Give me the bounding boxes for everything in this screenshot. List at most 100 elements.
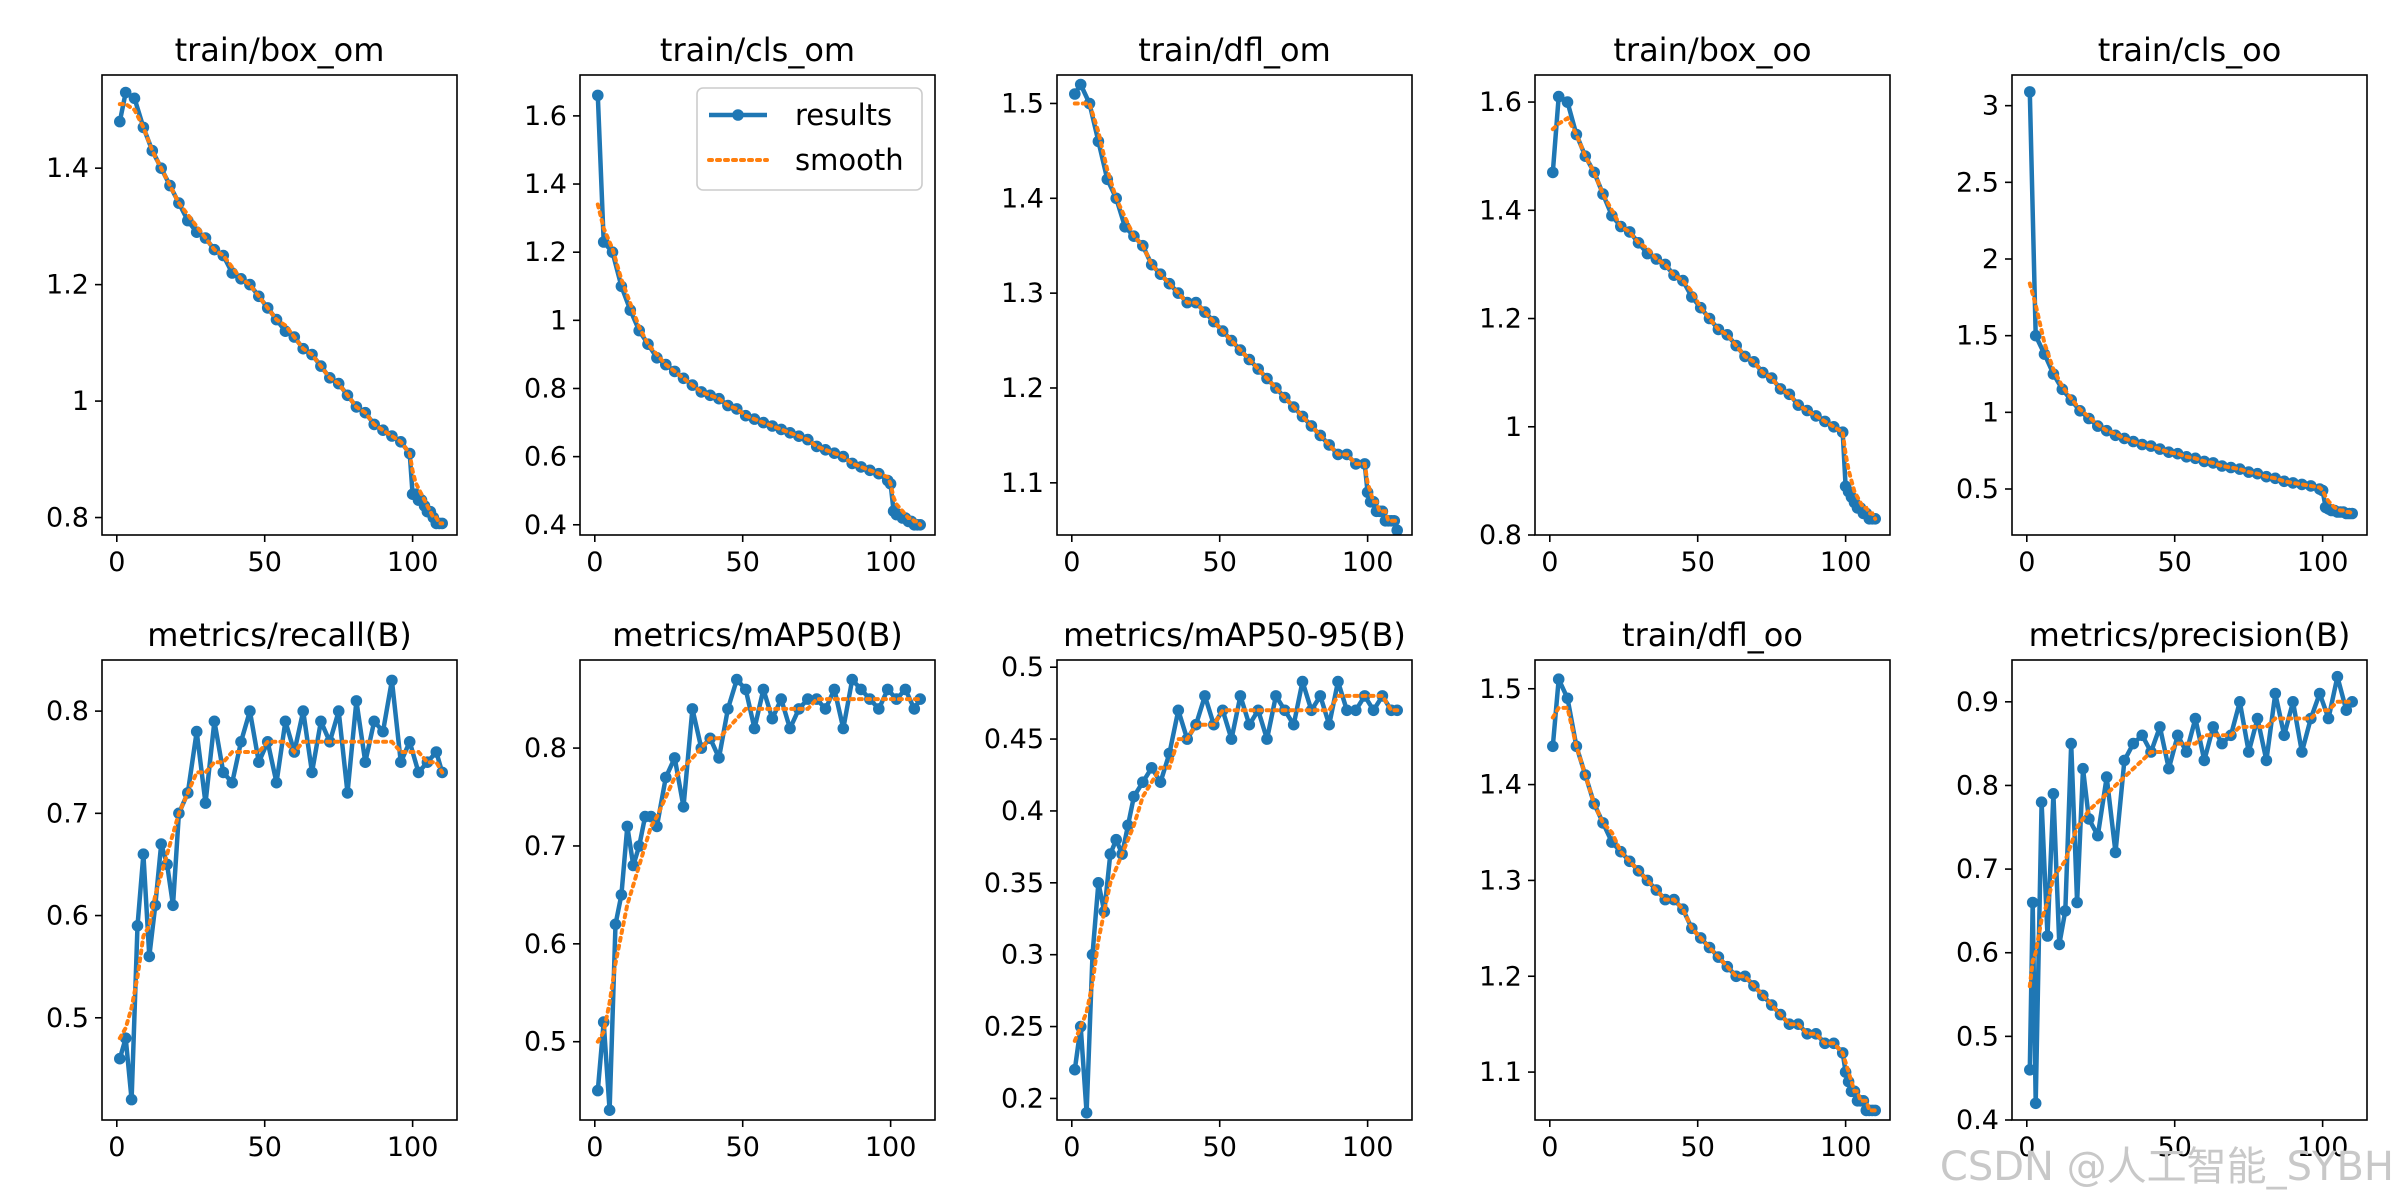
x-tick-label: 100 (1342, 1132, 1394, 1163)
watermark: CSDN @人工智能_SYBH (1939, 1144, 2394, 1190)
results-point (1199, 690, 1211, 702)
results-point (1561, 96, 1574, 108)
results-point (1163, 747, 1176, 760)
results-point (2118, 754, 2131, 767)
results-point (125, 1093, 138, 1106)
results-point (1069, 88, 1081, 100)
results-point (2029, 1097, 2042, 1110)
x-tick-label: 0 (2018, 1132, 2035, 1163)
x-tick-label: 0 (1063, 1132, 1080, 1163)
results-point (155, 838, 167, 850)
y-tick-label: 1.1 (1479, 1057, 1522, 1088)
axes-frame (1056, 74, 1413, 536)
results-point (1122, 819, 1134, 832)
results-point (199, 797, 212, 809)
results-point (2278, 729, 2290, 742)
results-line (1072, 82, 1400, 531)
results-point (114, 1052, 126, 1065)
results-point (757, 683, 770, 696)
axes-frame (101, 659, 458, 1121)
results-point (244, 705, 256, 717)
results-point (592, 89, 604, 102)
x-tick-label: 50 (726, 1132, 760, 1163)
y-tick-label: 1.6 (1479, 87, 1522, 118)
results-point (1128, 790, 1140, 803)
results-point (633, 840, 645, 852)
results-point (668, 752, 681, 764)
results-point (2234, 696, 2246, 708)
x-tick-label: 100 (1342, 547, 1394, 578)
x-tick-label: 0 (2018, 547, 2035, 578)
results-point (1547, 740, 1559, 753)
results-point (2251, 712, 2264, 725)
y-tick-label: 1.5 (1956, 321, 1999, 352)
results-point (2029, 329, 2042, 342)
results-point (119, 86, 132, 99)
results-point (1243, 718, 1256, 731)
y-tick-label: 1.5 (1001, 88, 1044, 119)
results-point (1552, 90, 1565, 103)
results-point (1154, 776, 1167, 788)
results-point (855, 683, 867, 696)
results-point (2313, 687, 2326, 700)
results-point (217, 766, 230, 779)
x-tick-label: 100 (1820, 1132, 1872, 1163)
results-point (270, 776, 283, 789)
axes-frame (1534, 659, 1891, 1121)
results-line (1072, 679, 1398, 1116)
results-point (2136, 729, 2148, 742)
legend-results-marker (732, 109, 744, 121)
x-tick-label: 0 (1541, 547, 1558, 578)
y-tick-label: 1.1 (1001, 468, 1044, 499)
plot-area (2024, 670, 2358, 1110)
results-point (899, 683, 912, 696)
results-point (208, 715, 221, 728)
x-tick-label: 50 (726, 547, 760, 578)
results-point (1314, 690, 1327, 702)
results-point (1098, 905, 1111, 918)
smooth-line (2027, 699, 2355, 989)
results-point (2127, 737, 2140, 750)
y-tick-label: 1.4 (1479, 770, 1522, 801)
results-point (592, 1084, 604, 1097)
results-point (2331, 670, 2344, 683)
x-tick-label: 100 (865, 547, 917, 578)
results-point (802, 693, 814, 705)
results-point (2065, 737, 2077, 750)
y-tick-label: 0.5 (524, 1027, 567, 1058)
subplot-title: metrics/mAP50(B) (612, 616, 903, 654)
x-tick-label: 50 (1203, 547, 1237, 578)
y-tick-label: 2.5 (1956, 167, 1999, 198)
results-point (2260, 754, 2273, 767)
results-point (315, 715, 327, 728)
results-point (2100, 771, 2113, 783)
y-tick-label: 1.4 (1001, 183, 1044, 214)
results-point (1547, 166, 1559, 179)
smooth-line (1550, 705, 1878, 1113)
y-tick-label: 3 (1982, 91, 1999, 122)
results-point (908, 703, 921, 715)
results-point (1323, 718, 1335, 731)
results-point (784, 722, 796, 735)
results-line (1550, 94, 1876, 522)
results-point (686, 703, 699, 715)
results-point (2024, 1064, 2036, 1076)
results-point (722, 703, 734, 715)
results-point (1069, 1063, 1081, 1076)
results-point (235, 736, 247, 748)
subplot-3: train/dfl_om 0 50 100 1.1 1.2 1.3 1.4 1.5 (1001, 31, 1413, 578)
results-point (2287, 477, 2299, 489)
x-tick-label: 0 (586, 1132, 603, 1163)
x-tick-label: 50 (1681, 547, 1715, 578)
y-tick-label: 0.5 (46, 1003, 89, 1034)
subplot-8: metrics/mAP50-95(B) 0 50 100 0.2 0.25 0.3 0.35 0… (984, 616, 1413, 1163)
y-tick-label: 1.3 (1001, 278, 1044, 309)
subplot-title: train/dfl_oo (1622, 616, 1803, 654)
y-tick-label: 2 (1982, 244, 1999, 275)
x-tick-label: 0 (1541, 1132, 1558, 1163)
results-point (846, 673, 858, 686)
results-point (1234, 690, 1247, 702)
plot-area (2024, 86, 2358, 520)
x-tick-label: 100 (2297, 1132, 2349, 1163)
results-point (627, 859, 640, 872)
